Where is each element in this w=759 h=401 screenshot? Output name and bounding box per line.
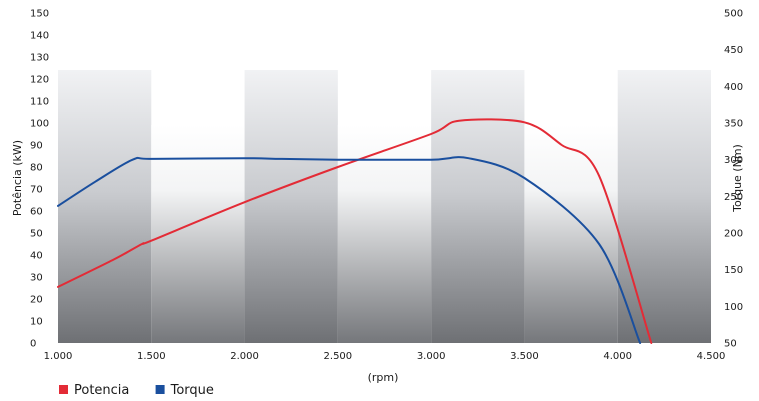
- y-right-tick-label: 400: [724, 82, 743, 93]
- series-line-potencia: [57, 118, 653, 344]
- legend: Potencia Torque: [59, 383, 214, 398]
- x-tick-label: 1.500: [137, 351, 166, 362]
- x-tick-label: 3.500: [510, 351, 539, 362]
- y-right-tick-label: 450: [724, 45, 743, 56]
- y-left-tick-label: 120: [30, 75, 49, 86]
- y-left-tick-label: 50: [30, 229, 43, 240]
- x-axis-title: (rpm): [368, 371, 399, 384]
- background-band: [58, 70, 152, 343]
- x-tick-label: 4.500: [697, 351, 726, 362]
- x-tick-label: 1.000: [44, 351, 73, 362]
- y-left-tick-label: 90: [30, 141, 43, 152]
- y-left-tick-label: 60: [30, 207, 43, 218]
- legend-label-torque: Torque: [170, 383, 214, 398]
- y-left-tick-label: 150: [30, 9, 49, 20]
- background-bands: [58, 70, 711, 343]
- y-right-tick-label: 300: [724, 155, 743, 166]
- y-right-tick-label: 50: [724, 339, 737, 350]
- y-right-tick-label: 250: [724, 192, 743, 203]
- y-left-tick-label: 100: [30, 119, 49, 130]
- y-right-tick-label: 200: [724, 229, 743, 240]
- y-left-tick-label: 0: [30, 339, 36, 350]
- y-left-tick-label: 70: [30, 185, 43, 196]
- left-axis: 0 10 20 30 40 50 60 70 80 90 100 110 120 130 140 150: [30, 9, 49, 350]
- y-left-tick-label: 20: [30, 295, 43, 306]
- background-band: [431, 70, 525, 343]
- y-left-tick-label: 10: [30, 317, 43, 328]
- background-band: [524, 125, 618, 343]
- y-right-tick-label: 500: [724, 9, 743, 20]
- y-right-tick-label: 150: [724, 265, 743, 276]
- y-left-tick-label: 110: [30, 97, 49, 108]
- y-right-tick-label: 100: [724, 302, 743, 313]
- y-right-axis-title: Torque (Nm): [731, 144, 744, 213]
- y-left-tick-label: 130: [30, 53, 49, 64]
- x-tick-label: 2.000: [230, 351, 259, 362]
- x-tick-label: 3.000: [417, 351, 446, 362]
- legend-swatch-torque: [155, 385, 165, 394]
- x-tick-label: 4.000: [603, 351, 632, 362]
- background-band: [617, 70, 711, 343]
- legend-label-potencia: Potencia: [74, 383, 129, 398]
- y-left-tick-label: 30: [30, 273, 43, 284]
- right-axis: 50 100 150 200 250 300 350 400 450 500: [724, 9, 743, 350]
- x-axis: 1.000 1.500 2.000 2.500 3.000 3.500 4.000 4.500: [44, 351, 726, 362]
- y-right-tick-label: 350: [724, 119, 743, 130]
- y-left-tick-label: 40: [30, 251, 43, 262]
- series-line-torque: [57, 156, 642, 344]
- x-tick-label: 2.500: [324, 351, 353, 362]
- background-band: [244, 70, 338, 343]
- series-lines: [57, 118, 653, 344]
- background-band: [337, 125, 432, 343]
- y-left-axis-title: Potência (kW): [11, 140, 24, 216]
- legend-swatch-potencia: [59, 385, 68, 394]
- y-left-tick-label: 80: [30, 163, 43, 174]
- y-left-tick-label: 140: [30, 31, 49, 42]
